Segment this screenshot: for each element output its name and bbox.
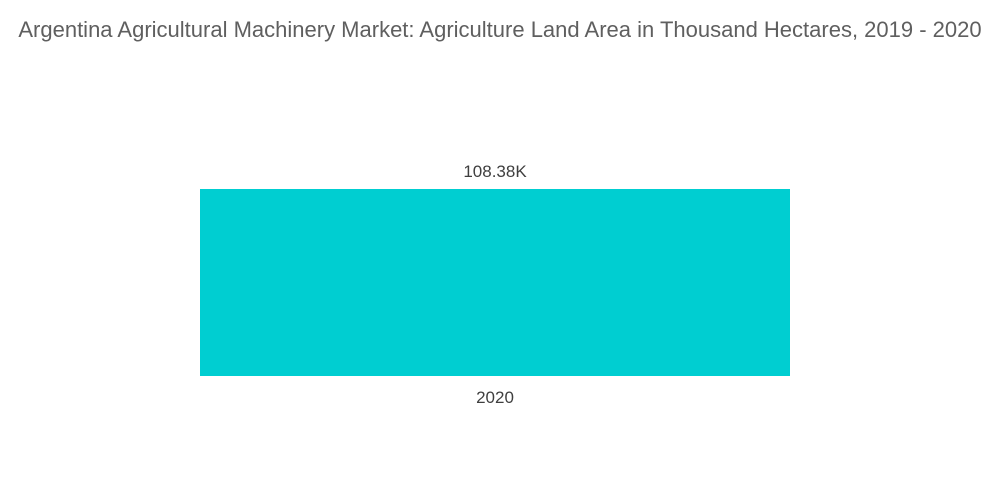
chart-title: Argentina Agricultural Machinery Market:… (18, 17, 982, 42)
x-tick-label-2020: 2020 (476, 388, 514, 407)
data-label-2020: 108.38K (463, 162, 527, 181)
bar-2020 (200, 189, 790, 376)
